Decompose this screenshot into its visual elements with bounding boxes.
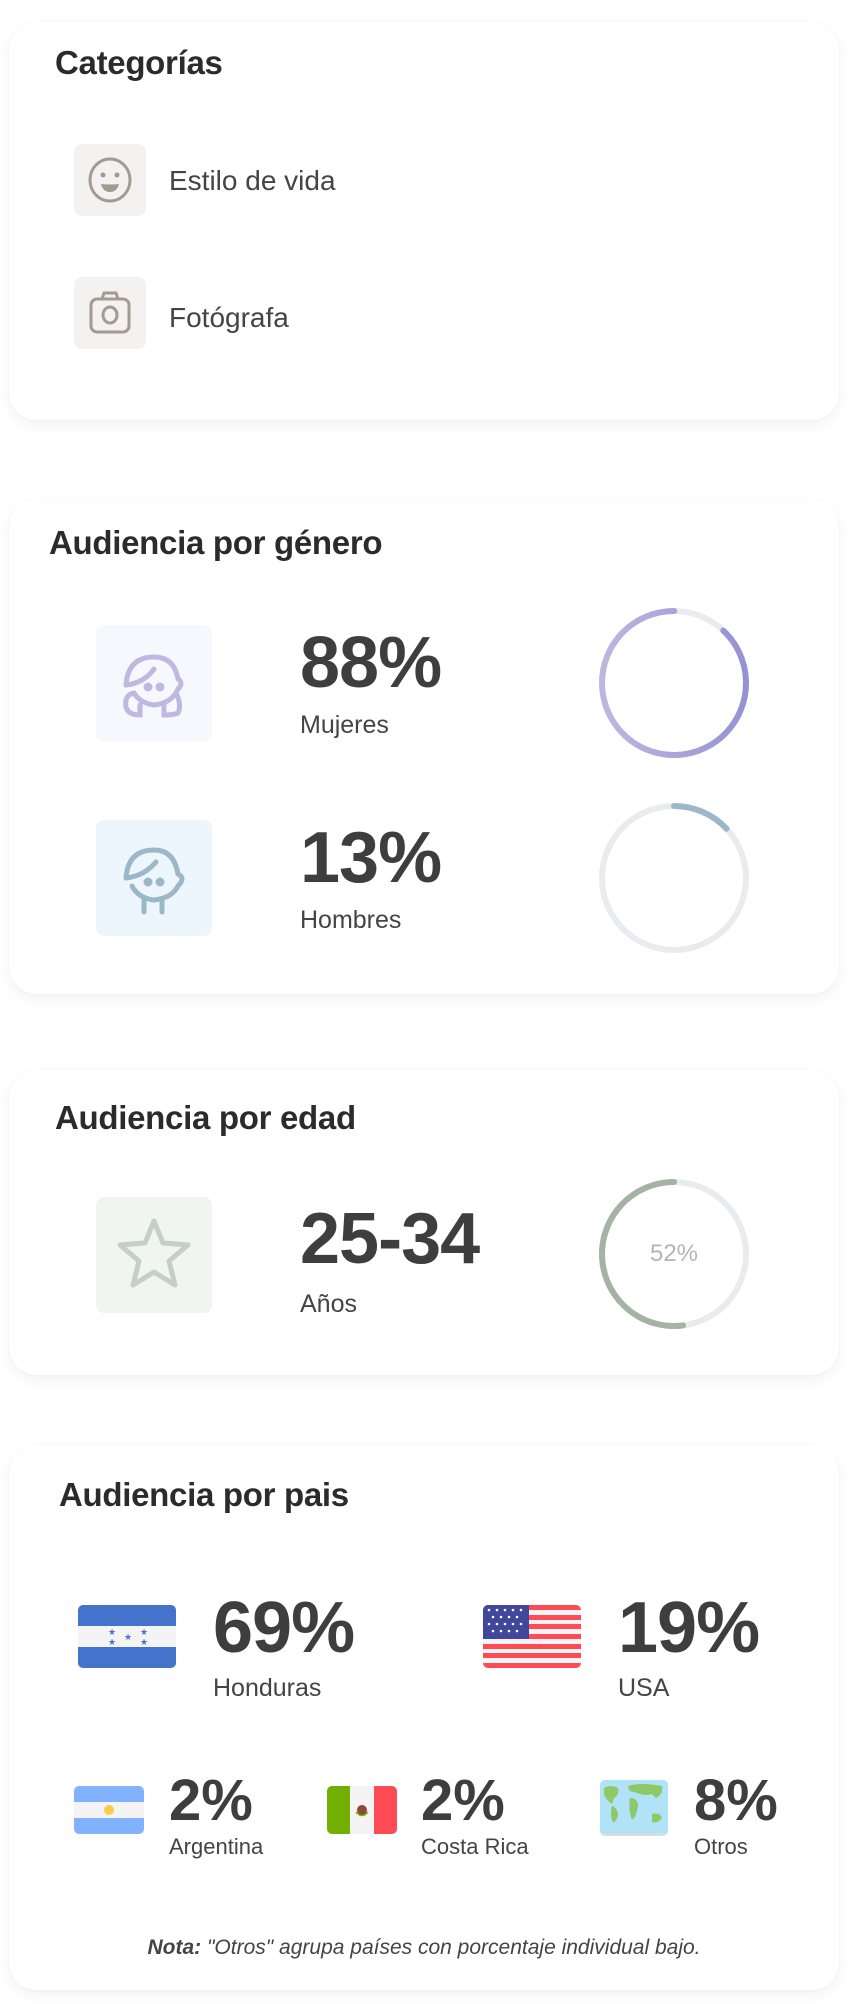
categories-card [9, 22, 839, 420]
mexico-flag-icon [327, 1786, 397, 1834]
category-photographer: Fotógrafa [169, 302, 289, 333]
note-text: "Otros" agrupa países con porcentaje ind… [201, 1936, 701, 1959]
svg-text:★: ★ [140, 1638, 148, 1648]
boy-face-icon [96, 820, 212, 936]
camera-icon [74, 277, 146, 349]
men-progress-ring [599, 803, 749, 953]
smiley-icon [74, 144, 146, 216]
age-progress-ring [599, 1179, 749, 1329]
age-title: Audiencia por edad [55, 1099, 356, 1136]
categories-title: Categorías [55, 44, 223, 81]
usa-percent: 19% [618, 1588, 760, 1668]
honduras-flag-icon: ★ ★ ★ ★ ★ [78, 1605, 176, 1668]
others-percent: 8% [694, 1768, 778, 1833]
world-map-icon [600, 1780, 668, 1836]
svg-text:★: ★ [108, 1628, 116, 1638]
age-progress-arc [599, 1179, 749, 1329]
argentina-percent: 2% [169, 1768, 253, 1833]
men-percent: 13% [300, 818, 442, 898]
country-card [9, 1445, 839, 1990]
age-unit-label: Años [300, 1290, 357, 1318]
svg-text:★: ★ [124, 1633, 132, 1643]
usa-label: USA [618, 1674, 670, 1702]
argentina-flag-icon [74, 1786, 144, 1834]
usa-flag-icon [483, 1605, 581, 1668]
men-progress-arc [599, 803, 749, 953]
category-lifestyle: Estilo de vida [169, 165, 336, 196]
women-percent: 88% [300, 623, 442, 703]
svg-text:★: ★ [108, 1638, 116, 1648]
country-note: Nota: "Otros" agrupa países con porcenta… [0, 1936, 848, 1960]
girl-face-icon [96, 625, 212, 741]
age-ring-label: 52% [649, 1240, 699, 1267]
others-label: Otros [694, 1834, 748, 1859]
note-bold-label: Nota: [147, 1936, 202, 1959]
honduras-label: Honduras [213, 1674, 322, 1702]
argentina-label: Argentina [169, 1834, 264, 1859]
svg-text:★: ★ [140, 1628, 148, 1638]
men-label: Hombres [300, 906, 402, 934]
gender-title: Audiencia por género [49, 524, 383, 561]
costa-rica-percent: 2% [421, 1768, 505, 1833]
honduras-percent: 69% [213, 1588, 355, 1668]
women-progress-ring [599, 608, 749, 758]
country-title: Audiencia por pais [59, 1476, 349, 1513]
women-label: Mujeres [300, 711, 389, 739]
age-range-value: 25-34 [300, 1199, 480, 1279]
star-icon [96, 1197, 212, 1313]
costa-rica-label: Costa Rica [421, 1834, 529, 1859]
women-progress-arc [599, 608, 749, 758]
